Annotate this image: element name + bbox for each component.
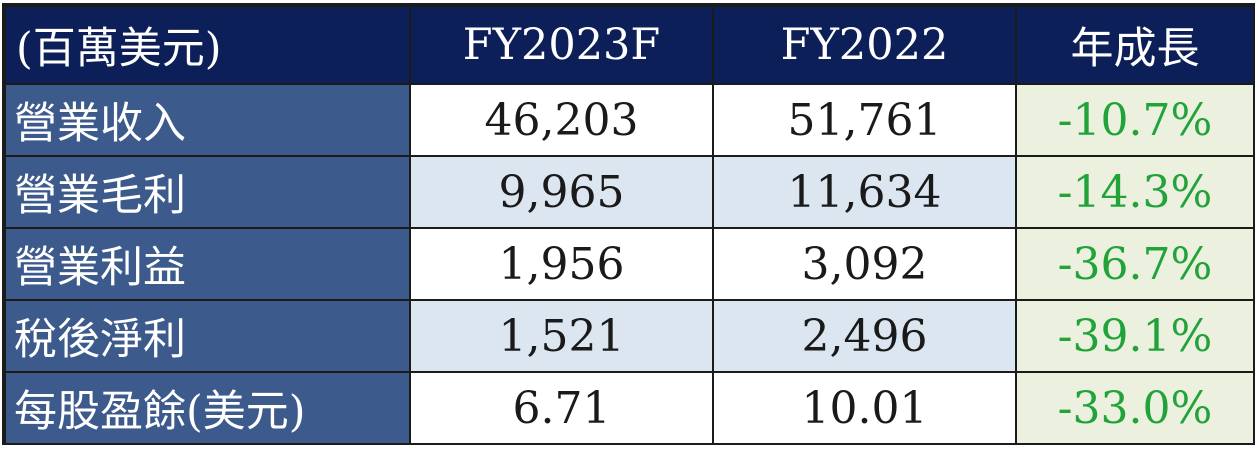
fy2023f-value: 46,203 (409, 83, 714, 157)
fy2022-value: 3,092 (712, 227, 1017, 301)
fy2022-value: 11,634 (712, 155, 1017, 229)
growth-value: -39.1% (1015, 299, 1255, 373)
row-label: 營業毛利 (4, 155, 411, 229)
row-label: 營業利益 (4, 227, 411, 301)
table-row-operating-income: 營業利益 1,956 3,092 -36.7% (4, 227, 1255, 301)
growth-value: -10.7% (1015, 83, 1255, 157)
fy2023f-value: 9,965 (409, 155, 714, 229)
table-row-net-income: 稅後淨利 1,521 2,496 -39.1% (4, 299, 1255, 373)
fy2022-value: 51,761 (712, 83, 1017, 157)
fy2023f-value: 6.71 (409, 371, 714, 445)
row-label: 每股盈餘(美元) (4, 371, 411, 445)
fy2023f-value: 1,956 (409, 227, 714, 301)
fy2023f-value: 1,521 (409, 299, 714, 373)
financial-table: (百萬美元) FY2023F FY2022 年成長 營業收入 46,203 51… (2, 3, 1255, 445)
fy2022-value: 10.01 (712, 371, 1017, 445)
fy2022-value: 2,496 (712, 299, 1017, 373)
fy2022-header: FY2022 (712, 5, 1017, 85)
fy2023f-header: FY2023F (409, 5, 714, 85)
unit-label-header: (百萬美元) (4, 5, 411, 85)
header-row: (百萬美元) FY2023F FY2022 年成長 (4, 5, 1255, 85)
growth-value: -14.3% (1015, 155, 1255, 229)
financial-summary-table: (百萬美元) FY2023F FY2022 年成長 營業收入 46,203 51… (4, 5, 1255, 445)
growth-header: 年成長 (1015, 5, 1255, 85)
table-row-gross-profit: 營業毛利 9,965 11,634 -14.3% (4, 155, 1255, 229)
table-row-eps: 每股盈餘(美元) 6.71 10.01 -33.0% (4, 371, 1255, 445)
row-label: 稅後淨利 (4, 299, 411, 373)
growth-value: -33.0% (1015, 371, 1255, 445)
growth-value: -36.7% (1015, 227, 1255, 301)
table-row-revenue: 營業收入 46,203 51,761 -10.7% (4, 83, 1255, 157)
row-label: 營業收入 (4, 83, 411, 157)
